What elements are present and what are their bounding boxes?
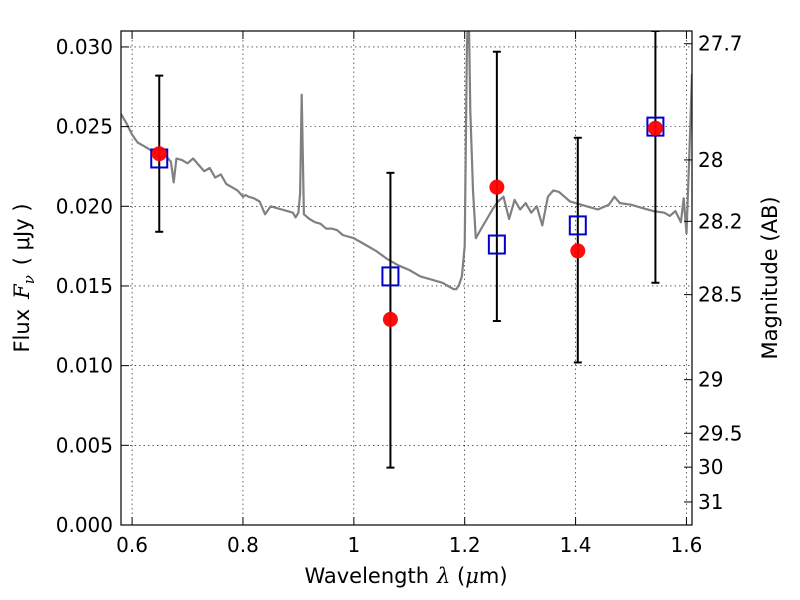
- y-axis-title-prefix: Flux: [10, 309, 34, 353]
- axis-ticks: [121, 31, 692, 526]
- y2-tick-label: 28: [698, 148, 723, 172]
- x-tick-labels: 0.6 0.8 1 1.2 1.4 1.6: [116, 533, 702, 557]
- x-tick-label: 1.2: [449, 533, 481, 557]
- model-photometry-square: [487, 234, 506, 255]
- x-axis-title-unit-mu: μ: [465, 564, 479, 588]
- y-tick-label: 0.020: [56, 194, 113, 218]
- y2-tick-label: 30: [698, 455, 723, 479]
- y2-tick-label: 29.5: [698, 421, 743, 445]
- y2-tick-labels: 27.7 28 28.2 28.5 29 29.5 30 31: [698, 32, 743, 514]
- model-photometry-square: [568, 215, 587, 236]
- x-axis-title: Wavelength λ (μm): [304, 564, 507, 588]
- observed-point: [647, 120, 663, 136]
- observed-points-layer: [151, 120, 663, 327]
- x-tick-label: 0.6: [116, 533, 148, 557]
- y-tick-label: 0.005: [56, 433, 113, 457]
- x-tick-label: 1.4: [560, 533, 592, 557]
- x-axis-title-lambda: λ: [436, 564, 450, 588]
- y-tick-label: 0.010: [56, 354, 113, 378]
- plot-frame: [120, 30, 693, 526]
- plot-background: [121, 31, 692, 525]
- x-tick-label: 1.6: [671, 533, 703, 557]
- model-photometry-square: [381, 266, 400, 287]
- x-tick-label: 1: [347, 533, 360, 557]
- observed-point: [382, 311, 398, 327]
- x-tick-label: 0.8: [227, 533, 259, 557]
- x-axis-title-unit-rest: m): [479, 564, 508, 588]
- y-tick-label: 0.030: [56, 35, 113, 59]
- y2-tick-label: 28.2: [698, 209, 743, 233]
- y-axis-title-symbol: F: [10, 283, 34, 300]
- model-spectrum-line: [121, 31, 692, 291]
- y2-tick-label: 28.5: [698, 283, 743, 307]
- x-axis-title-unit-open: (: [450, 564, 465, 588]
- observed-point: [570, 243, 586, 259]
- y-axis-title-unit: ( μJy ): [10, 203, 34, 265]
- y-axis-title: Flux Fν ( μJy ): [10, 203, 38, 352]
- y-tick-labels: 0.000 0.005 0.010 0.015 0.020 0.025 0.030: [56, 35, 113, 537]
- y2-axis-title: Magnitude (AB): [758, 196, 782, 359]
- y2-tick-label: 27.7: [698, 32, 743, 56]
- y2-tick-label: 29: [698, 368, 723, 392]
- model-spectrum-layer: [121, 31, 692, 291]
- x-axis-title-prefix: Wavelength: [304, 564, 429, 588]
- y-tick-label: 0.000: [56, 513, 113, 537]
- observed-point: [489, 179, 505, 195]
- y-tick-label: 0.015: [56, 274, 113, 298]
- observed-point: [151, 146, 167, 162]
- y-tick-label: 0.025: [56, 115, 113, 139]
- y2-tick-label: 31: [698, 490, 723, 514]
- y-axis-title-subscript: ν: [20, 275, 38, 284]
